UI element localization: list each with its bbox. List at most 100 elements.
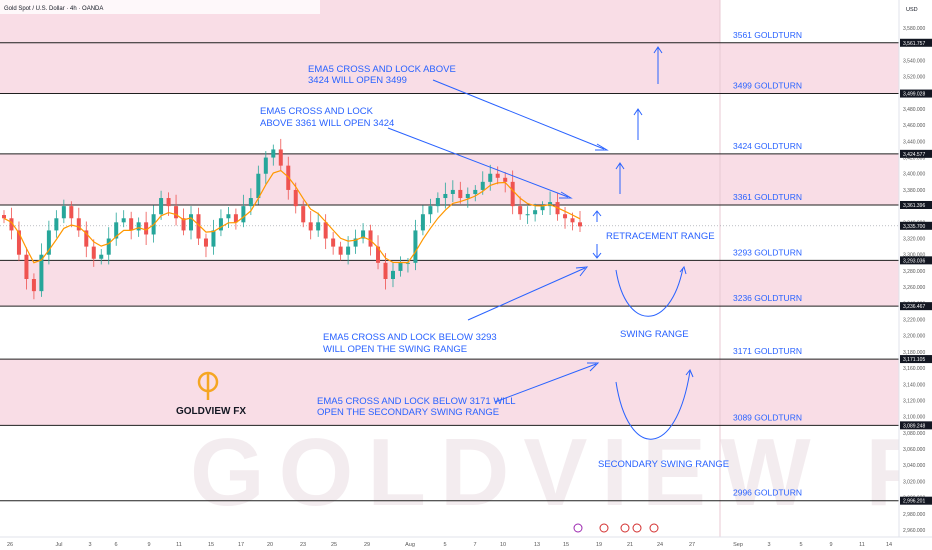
level-axis-label: 3,171.105 bbox=[903, 357, 925, 363]
y-tick-label: 2,980.000 bbox=[903, 512, 925, 518]
candle-body bbox=[495, 173, 500, 178]
y-tick-label: 3,200.000 bbox=[903, 334, 925, 340]
x-tick-label: 5 bbox=[443, 542, 446, 548]
candle-body bbox=[353, 238, 358, 247]
candle-body bbox=[46, 230, 51, 255]
level-axis-badge bbox=[900, 200, 932, 209]
candle-body bbox=[233, 214, 238, 223]
swing-range-label: SWING RANGE bbox=[620, 329, 689, 340]
candle-body bbox=[99, 254, 104, 259]
annotation-4-line1: EMA5 CROSS AND LOCK BELOW 3171 WILL bbox=[317, 396, 516, 407]
y-tick-label: 3,060.000 bbox=[903, 447, 925, 453]
level-axis-badge bbox=[900, 149, 932, 158]
goldturn-level-label: 3236 GOLDTURN bbox=[733, 293, 802, 303]
us-flag-event-icon[interactable] bbox=[649, 523, 659, 533]
secondary-curve-arrowhead-icon bbox=[685, 369, 694, 378]
x-tick-label: 27 bbox=[689, 542, 695, 548]
candle-body bbox=[241, 206, 246, 223]
y-axis-bg bbox=[899, 0, 932, 537]
candle-body bbox=[428, 206, 433, 215]
x-tick-label: 25 bbox=[331, 542, 337, 548]
candle-body bbox=[563, 214, 568, 219]
candle-body bbox=[174, 206, 179, 219]
x-tick-label: 14 bbox=[886, 542, 892, 548]
candle-body bbox=[61, 206, 66, 219]
level-axis-label: 3,236.467 bbox=[903, 304, 925, 310]
y-tick-label: 3,300.000 bbox=[903, 253, 925, 259]
arrowhead-4-icon bbox=[587, 362, 600, 372]
x-tick-label: 23 bbox=[300, 542, 306, 548]
goldturn-level-label: 3424 GOLDTURN bbox=[733, 141, 802, 151]
candle-body bbox=[368, 230, 373, 247]
y-tick-label: 3,580.000 bbox=[903, 26, 925, 32]
lightning-event-icon[interactable] bbox=[573, 523, 583, 533]
candle-body bbox=[301, 206, 306, 223]
candle-body bbox=[2, 215, 6, 219]
annotation-2-line1: EMA5 CROSS AND LOCK bbox=[260, 106, 374, 117]
current-price-label: 3,335.700 bbox=[903, 224, 925, 230]
x-tick-label: 20 bbox=[267, 542, 273, 548]
level-axis-label: 3,424.577 bbox=[903, 152, 925, 158]
candle-body bbox=[144, 222, 149, 235]
y-axis: USD 2,960.0002,980.0003,000.0003,020.000… bbox=[898, 0, 932, 537]
candle-body bbox=[488, 173, 493, 182]
candle-body bbox=[121, 218, 126, 223]
up-arrow-1-icon bbox=[615, 162, 625, 170]
logo-text: GOLDVIEW FX bbox=[176, 406, 246, 417]
arrowhead-1-icon bbox=[595, 143, 609, 151]
us-flag-event-icon[interactable] bbox=[599, 523, 609, 533]
y-tick-label: 3,100.000 bbox=[903, 415, 925, 421]
level-axis-badge bbox=[900, 256, 932, 265]
y-tick-label: 3,180.000 bbox=[903, 350, 925, 356]
candle-body bbox=[405, 262, 410, 264]
x-tick-label: 11 bbox=[859, 542, 865, 548]
x-tick-label: 9 bbox=[147, 542, 150, 548]
us-flag-event-icon[interactable] bbox=[632, 523, 642, 533]
goldview-logo: GOLDVIEW FX bbox=[176, 371, 246, 417]
candle-body bbox=[450, 189, 455, 194]
down-arrow-small-icon bbox=[592, 252, 602, 259]
candle-body bbox=[69, 206, 74, 219]
goldturn-level-label: 3293 GOLDTURN bbox=[733, 247, 802, 257]
y-tick-label: 3,520.000 bbox=[903, 75, 925, 81]
secondary-swing-curve bbox=[615, 370, 691, 440]
y-tick-label: 3,540.000 bbox=[903, 58, 925, 64]
x-tick-label: 10 bbox=[500, 542, 506, 548]
candle-body bbox=[181, 218, 186, 231]
level-axis-label: 3,089.248 bbox=[903, 423, 925, 429]
annotation-arrow-3 bbox=[467, 267, 586, 321]
candle-body bbox=[458, 189, 463, 199]
candle-body bbox=[308, 222, 313, 231]
candle-body bbox=[413, 230, 418, 263]
candle-body bbox=[503, 177, 508, 182]
candle-body bbox=[16, 230, 21, 255]
annotation-1-line2: 3424 WILL OPEN 3499 bbox=[308, 75, 407, 86]
x-tick-label: 24 bbox=[657, 542, 663, 548]
level-axis-label: 3,361.396 bbox=[903, 203, 925, 209]
level-axis-badge bbox=[900, 421, 932, 430]
zone-band bbox=[0, 260, 899, 307]
goldturn-level-label: 3499 GOLDTURN bbox=[733, 81, 802, 91]
level-labels: 3561 GOLDTURN 3499 GOLDTURN 3424 GOLDTURN 3… bbox=[733, 30, 802, 498]
candle-body bbox=[256, 173, 261, 199]
goldturn-level-label: 3561 GOLDTURN bbox=[733, 30, 802, 40]
ema5-line bbox=[3, 169, 581, 264]
x-tick-label: 11 bbox=[176, 542, 182, 548]
watermark: GOLDVIEW FX bbox=[190, 419, 932, 526]
candle-body bbox=[570, 218, 575, 223]
candle-body bbox=[226, 214, 231, 219]
us-flag-event-icon[interactable] bbox=[620, 523, 630, 533]
candle-body bbox=[323, 222, 328, 239]
candle-body bbox=[196, 214, 201, 239]
candle-body bbox=[84, 230, 89, 247]
annotation-2-line2: ABOVE 3361 WILL OPEN 3424 bbox=[260, 118, 394, 129]
zone-bands bbox=[0, 0, 899, 537]
x-tick-label: 15 bbox=[208, 542, 214, 548]
x-tick-label: 21 bbox=[627, 542, 633, 548]
candles bbox=[2, 138, 582, 300]
x-tick-label: 17 bbox=[238, 542, 244, 548]
level-axis-label: 3,499.028 bbox=[903, 92, 925, 98]
level-axis-badge bbox=[900, 38, 932, 47]
y-tick-label: 3,280.000 bbox=[903, 269, 925, 275]
